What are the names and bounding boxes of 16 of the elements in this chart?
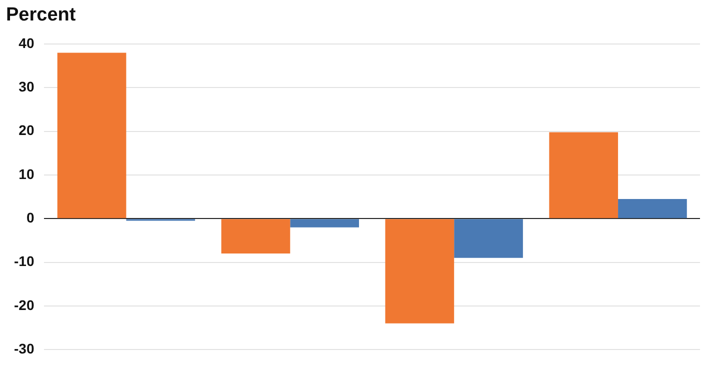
bar	[290, 219, 359, 228]
y-tick-label: -20	[14, 296, 34, 313]
y-tick-label: 30	[18, 78, 34, 95]
bar	[549, 132, 618, 218]
y-axis-title: Percent	[6, 4, 76, 26]
bar	[454, 219, 523, 258]
bar	[385, 219, 454, 324]
y-tick-label: -10	[14, 253, 34, 270]
y-tick-label: 10	[18, 166, 34, 182]
y-tick-label: 20	[18, 122, 34, 138]
y-tick-label: 40	[18, 34, 34, 51]
y-tick-label: 0	[26, 209, 34, 226]
bar	[618, 198, 687, 218]
bar	[221, 219, 290, 254]
bar	[57, 52, 126, 218]
y-tick-label: -30	[14, 340, 34, 356]
